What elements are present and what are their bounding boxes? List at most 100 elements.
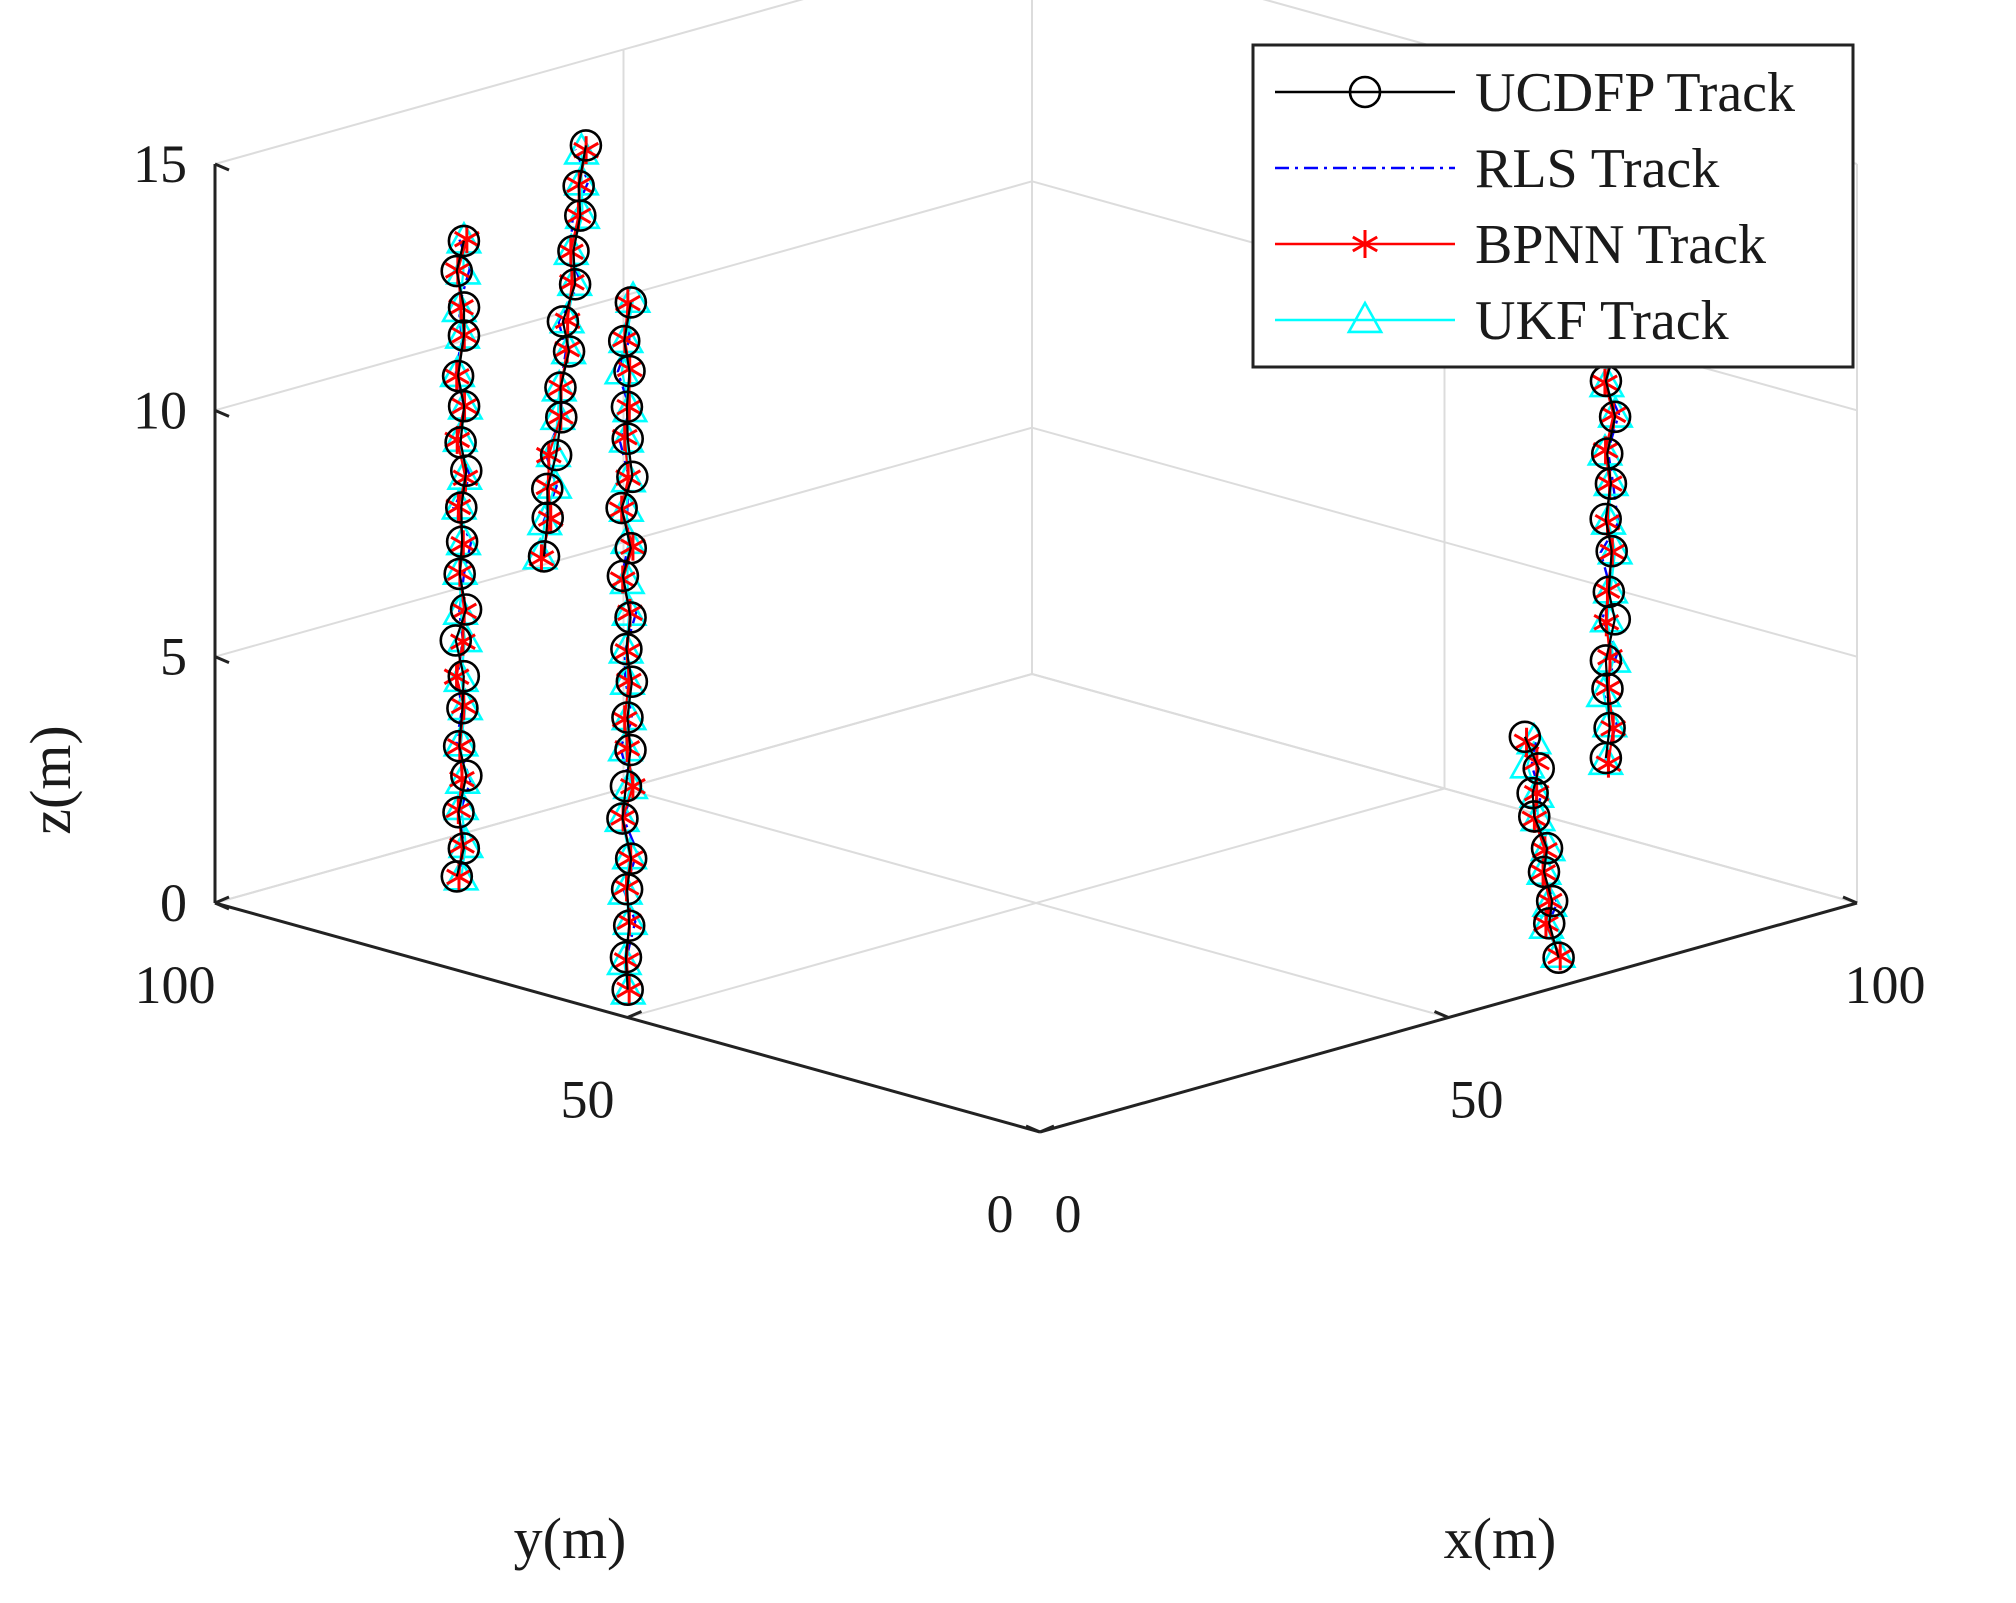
track-marker-circle — [447, 659, 481, 693]
track-marker-asterisk — [614, 734, 641, 763]
track-marker-circle — [440, 254, 474, 288]
track-marker-asterisk — [528, 544, 555, 573]
track-marker-circle — [447, 389, 481, 423]
legend-box — [1251, 43, 1855, 369]
track-marker-circle — [530, 472, 564, 506]
track-marker-circle — [447, 291, 481, 324]
z-tick-mark — [214, 162, 230, 172]
y-tick-mark — [626, 1010, 643, 1019]
y-tick-label: 0 — [987, 1184, 1014, 1244]
z-axis-label: z(m) — [18, 725, 83, 835]
track-marker-asterisk — [1592, 368, 1618, 397]
legend-item: UCDFP Track — [1275, 62, 1795, 124]
y-tick-mark — [214, 895, 230, 905]
track-marker-asterisk — [1600, 714, 1627, 743]
track-marker-circle — [614, 601, 647, 634]
track-target-2 — [521, 129, 603, 573]
track-marker-circle — [611, 422, 645, 456]
y-tick-label: 100 — [135, 955, 216, 1015]
track-marker-triangle — [1586, 432, 1624, 466]
y-tick-mark — [1039, 1124, 1055, 1134]
track-target-1 — [603, 280, 652, 1006]
x-tick-mark — [1025, 1124, 1041, 1134]
track-marker-asterisk — [611, 423, 638, 452]
tracks-layer — [439, 129, 1634, 1006]
track-marker-asterisk — [614, 289, 641, 318]
track-marker-circle — [1598, 400, 1632, 434]
track-marker-circle — [1535, 884, 1569, 918]
track-marker-circle — [609, 769, 643, 803]
legend-marker-asterisk — [1352, 230, 1378, 258]
track-marker-triangle — [614, 280, 652, 314]
legend-marker-triangle — [1346, 300, 1384, 334]
track-marker-circle — [615, 665, 649, 698]
track-marker-circle — [1508, 720, 1542, 754]
track-marker-circle — [614, 286, 648, 319]
track-marker-circle — [440, 860, 474, 893]
track-marker-triangle — [550, 331, 588, 365]
x-tick-label: 100 — [1845, 955, 1926, 1015]
track-marker-circle — [610, 390, 644, 424]
z-tick-mark — [214, 408, 230, 418]
track-marker-circle — [449, 593, 483, 626]
track-marker-triangle — [447, 687, 484, 721]
track-marker-circle — [610, 872, 644, 906]
legend-label: UCDFP Track — [1475, 62, 1795, 124]
legend-label: RLS Track — [1475, 138, 1719, 200]
z-tick-mark — [214, 655, 230, 665]
track-marker-circle — [1589, 644, 1623, 677]
track-marker-asterisk — [619, 532, 646, 561]
x-tick-mark — [1842, 895, 1858, 905]
track-marker-circle — [557, 234, 590, 268]
track-marker-circle — [606, 559, 640, 593]
z-tick-label: 10 — [133, 380, 187, 440]
track-marker-asterisk — [1592, 436, 1619, 465]
legend-item: RLS Track — [1275, 138, 1719, 200]
track-marker-circle — [447, 224, 481, 258]
track-marker-circle — [527, 540, 561, 573]
track-marker-circle — [611, 701, 644, 734]
track-marker-asterisk — [445, 492, 472, 521]
track-marker-circle — [1595, 534, 1628, 568]
track-marker-asterisk — [453, 225, 480, 254]
track-marker-circle — [562, 169, 595, 203]
legend-items: UCDFP Track RLS Track BPNN Track UKF Track — [1275, 62, 1795, 352]
track-line-ucdfp-track — [542, 145, 587, 557]
grid-line-y — [627, 787, 1445, 1019]
track-marker-asterisk — [450, 530, 477, 559]
track-line-ucdfp-track — [620, 302, 634, 990]
track-marker-triangle — [1585, 674, 1622, 708]
x-tick-mark — [1433, 1010, 1450, 1019]
track-marker-circle — [616, 460, 649, 494]
track-marker-circle — [613, 354, 646, 388]
legend-item: BPNN Track — [1275, 214, 1766, 276]
x-axis-label: x(m) — [1444, 1506, 1557, 1571]
track-marker-circle — [1527, 855, 1561, 889]
track-marker-circle — [442, 795, 475, 829]
z-tick-label: 15 — [133, 134, 187, 194]
track-marker-circle — [1517, 800, 1551, 833]
track-marker-circle — [614, 733, 647, 767]
track-marker-circle — [569, 129, 603, 162]
track-marker-circle — [546, 305, 580, 338]
legend-label: BPNN Track — [1475, 214, 1766, 276]
track-marker-circle — [1516, 776, 1549, 810]
track-marker-circle — [1594, 467, 1628, 500]
track-marker-circle — [446, 691, 479, 725]
track-marker-asterisk — [616, 393, 643, 422]
track-marker-circle — [612, 909, 646, 942]
track-marker-asterisk — [444, 425, 471, 454]
track-marker-circle — [610, 632, 643, 666]
track-marker-circle — [611, 973, 644, 1006]
z-tick-label: 0 — [160, 873, 187, 933]
track-marker-asterisk — [1547, 942, 1574, 971]
track-marker-circle — [609, 940, 643, 974]
track-marker-circle — [605, 491, 638, 525]
track-marker-circle — [445, 525, 479, 558]
track-marker-circle — [447, 319, 481, 352]
track-marker-circle — [1530, 831, 1564, 865]
track-marker-asterisk — [611, 705, 638, 734]
track-marker-circle — [439, 624, 473, 657]
track-marker-circle — [1598, 603, 1632, 636]
